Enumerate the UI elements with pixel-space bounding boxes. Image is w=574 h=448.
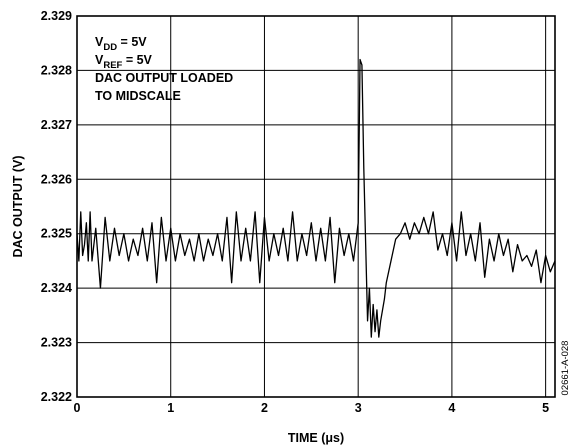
- y-tick-label-2: 2.324: [41, 281, 72, 295]
- series-line-0: [76, 58, 556, 338]
- annotation-dac-loaded: DAC OUTPUT LOADED: [95, 71, 233, 85]
- y-tick-label-1: 2.323: [41, 336, 72, 350]
- annotation-vdd-main: V: [95, 35, 104, 49]
- series: [76, 58, 556, 338]
- x-axis-label: TIME (μs): [288, 431, 344, 445]
- x-axis-label-mu: μ: [325, 431, 333, 445]
- tick-labels: 0 1 2 3 4 5 2.322 2.323 2.324 2.325 2.326 2.327 2.32…: [41, 9, 549, 415]
- y-tick-label-7: 2.329: [41, 9, 72, 23]
- x-axis-label-part-1: TIME (: [288, 431, 326, 445]
- x-axis-label-part-2: s): [333, 431, 344, 445]
- x-tick-label-3: 3: [355, 401, 362, 415]
- plot-frame: [76, 15, 556, 398]
- annotation-vdd-sub: DD: [103, 42, 117, 53]
- annotation-vref: VREF = 5V: [95, 53, 153, 71]
- figure-id: 02661-A-028: [560, 341, 571, 396]
- y-axis-label: DAC OUTPUT (V): [11, 155, 25, 257]
- x-tick-label-0: 0: [74, 401, 81, 415]
- annotations: VDD = 5V VREF = 5V DAC OUTPUT LOADED TO …: [95, 35, 233, 103]
- y-tick-label-0: 2.322: [41, 390, 72, 404]
- y-tick-label-3: 2.325: [41, 227, 72, 241]
- x-tick-label-5: 5: [542, 401, 549, 415]
- annotation-vref-sub: REF: [103, 60, 122, 71]
- annotation-vref-rest: = 5V: [122, 53, 152, 67]
- x-tick-label-4: 4: [448, 401, 455, 415]
- y-tick-label-4: 2.326: [41, 172, 72, 186]
- annotation-vref-main: V: [95, 53, 104, 67]
- y-tick-label-5: 2.327: [41, 118, 72, 132]
- x-tick-label-1: 1: [167, 401, 174, 415]
- annotation-vdd-rest: = 5V: [117, 35, 147, 49]
- y-tick-label-6: 2.328: [41, 63, 72, 77]
- annotation-vdd: VDD = 5V: [95, 35, 147, 53]
- annotation-midscale: TO MIDSCALE: [95, 89, 181, 103]
- x-tick-label-2: 2: [261, 401, 268, 415]
